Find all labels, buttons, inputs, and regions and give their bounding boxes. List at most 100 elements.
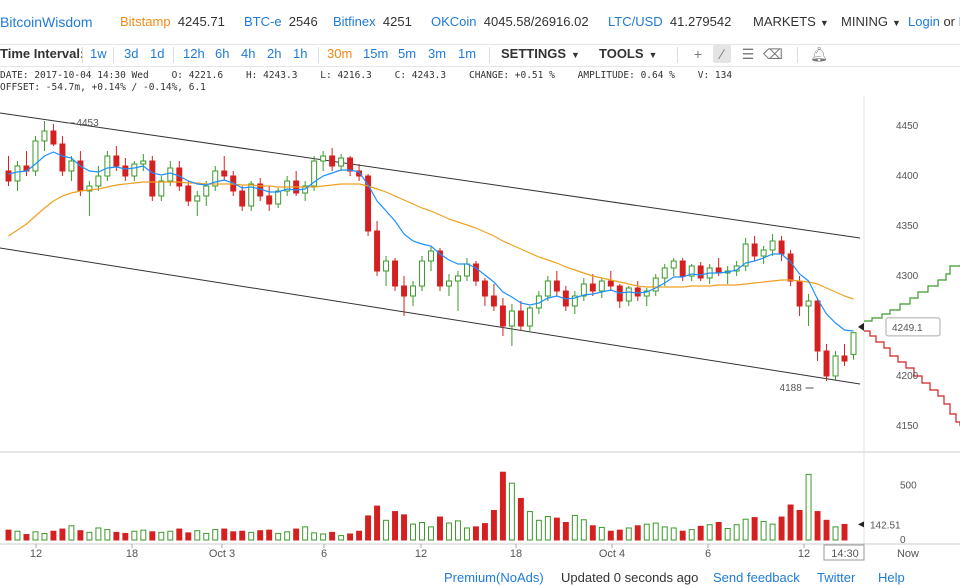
interval-30m[interactable]: 30m — [327, 46, 353, 61]
candle-body — [365, 175, 372, 232]
candle-body — [571, 295, 578, 307]
trendline-icon[interactable]: ∕ — [713, 45, 731, 63]
candle-body — [113, 155, 120, 167]
volume-pointer-icon — [858, 521, 864, 528]
interval-2h[interactable]: 2h — [267, 46, 282, 61]
candle-body — [185, 185, 192, 202]
time-tick-label: 14:30 — [831, 548, 859, 560]
candle-body — [5, 170, 12, 182]
channel-lower-line — [0, 247, 861, 385]
volume-bar — [68, 525, 75, 541]
volume-bar — [526, 511, 533, 541]
markets-menu[interactable]: MARKETS ▼ — [753, 14, 829, 29]
chevron-down-icon: ▼ — [891, 18, 901, 28]
interval-5m[interactable]: 5m — [398, 46, 417, 61]
volume-bar — [77, 530, 84, 541]
volume-bar — [302, 526, 309, 541]
ticker-exchange: Bitstamp — [120, 14, 171, 29]
mining-menu[interactable]: MINING ▼ — [841, 14, 901, 29]
volume-bar — [95, 527, 102, 541]
candle-body — [374, 230, 381, 272]
volume-bar — [490, 509, 497, 541]
interval-12h[interactable]: 12h — [183, 46, 205, 61]
volume-bars — [5, 471, 848, 541]
candle-body — [86, 185, 93, 192]
volume-bar — [571, 514, 578, 541]
price-tick-label: 4300 — [896, 271, 919, 282]
candle-body — [59, 143, 66, 172]
login-area: Login or R — [908, 14, 960, 29]
volume-bar — [113, 531, 120, 541]
interval-6h[interactable]: 6h — [215, 46, 230, 61]
crosshair-icon[interactable]: + — [693, 46, 703, 62]
ticker-okcoin[interactable]: OKCoin 4045.58/26916.02 — [431, 14, 589, 29]
candle-body — [311, 160, 318, 187]
interval-3d[interactable]: 3d — [124, 46, 139, 61]
register-link[interactable]: R — [959, 14, 960, 29]
time-tick-label: 12 — [415, 548, 427, 560]
volume-bar — [5, 529, 12, 541]
alert-bell-icon[interactable]: 🔔︎ — [810, 46, 828, 62]
volume-bar — [832, 526, 839, 541]
tools-menu[interactable]: TOOLS ▼ — [599, 46, 657, 61]
twitter-link[interactable]: Twitter — [817, 570, 856, 585]
candle-body — [670, 260, 677, 269]
volume-bar — [293, 528, 300, 541]
settings-menu[interactable]: SETTINGS ▼ — [501, 46, 580, 61]
chevron-down-icon: ▼ — [571, 50, 580, 60]
volume-bar — [320, 533, 327, 541]
login-link[interactable]: Login — [908, 14, 940, 29]
interval-1h[interactable]: 1h — [293, 46, 308, 61]
volume-bar — [652, 522, 659, 541]
volume-bar — [32, 531, 39, 541]
interval-4h[interactable]: 4h — [241, 46, 256, 61]
interval-1m[interactable]: 1m — [458, 46, 477, 61]
divider — [113, 47, 114, 63]
hlines-icon[interactable]: ☰ — [741, 46, 755, 62]
candle-body — [95, 175, 102, 187]
interval-1w[interactable]: 1w — [90, 46, 107, 61]
ticker-bitstamp[interactable]: Bitstamp 4245.71 — [120, 14, 225, 29]
markets-label: MARKETS — [753, 14, 816, 29]
candle-body — [41, 130, 48, 142]
volume-bar — [374, 505, 381, 541]
ticker-btce[interactable]: BTC-e 2546 — [244, 14, 318, 29]
feedback-link[interactable]: Send feedback — [713, 570, 800, 585]
volume-bar — [688, 529, 695, 541]
volume-bar — [347, 533, 354, 541]
volume-bar — [562, 522, 569, 541]
time-interval-label: Time Interval: — [0, 46, 85, 61]
interval-3m[interactable]: 3m — [428, 46, 447, 61]
volume-tick-label: 500 — [900, 480, 917, 491]
candle-body — [751, 243, 758, 257]
interval-15m[interactable]: 15m — [363, 46, 389, 61]
premium-link[interactable]: Premium(NoAds) — [444, 570, 544, 585]
ticker-bitfinex[interactable]: Bitfinex 4251 — [333, 14, 412, 29]
candle-body — [140, 160, 147, 165]
price-tick-label: 4450 — [896, 121, 919, 132]
volume-bar — [787, 504, 794, 541]
candle-body — [221, 170, 228, 177]
brand-logo[interactable]: BitcoinWisdom — [0, 14, 93, 30]
volume-bar — [365, 515, 372, 541]
volume-bar — [715, 522, 722, 541]
interval-toolbar: Time Interval: 1w 3d 1d 12h 6h 4h 2h 1h … — [0, 44, 960, 67]
ticker-ltcusd[interactable]: LTC/USD 41.279542 — [608, 14, 731, 29]
eraser-icon[interactable]: ⌫ — [763, 46, 783, 62]
candle-body — [194, 195, 201, 202]
candle-body — [419, 260, 425, 287]
candle-body — [508, 310, 515, 327]
candle-body — [248, 183, 255, 207]
divider — [489, 47, 490, 63]
chevron-down-icon: ▼ — [819, 18, 829, 28]
candle-body — [401, 285, 408, 297]
volume-bar — [616, 529, 623, 541]
help-link[interactable]: Help — [878, 570, 905, 585]
candle-body — [652, 277, 659, 292]
volume-bar — [392, 511, 399, 541]
ticker-price: 41.279542 — [669, 14, 732, 29]
ticker-price: 4251 — [382, 14, 412, 29]
interval-1d[interactable]: 1d — [150, 46, 165, 61]
volume-bar — [167, 530, 174, 541]
